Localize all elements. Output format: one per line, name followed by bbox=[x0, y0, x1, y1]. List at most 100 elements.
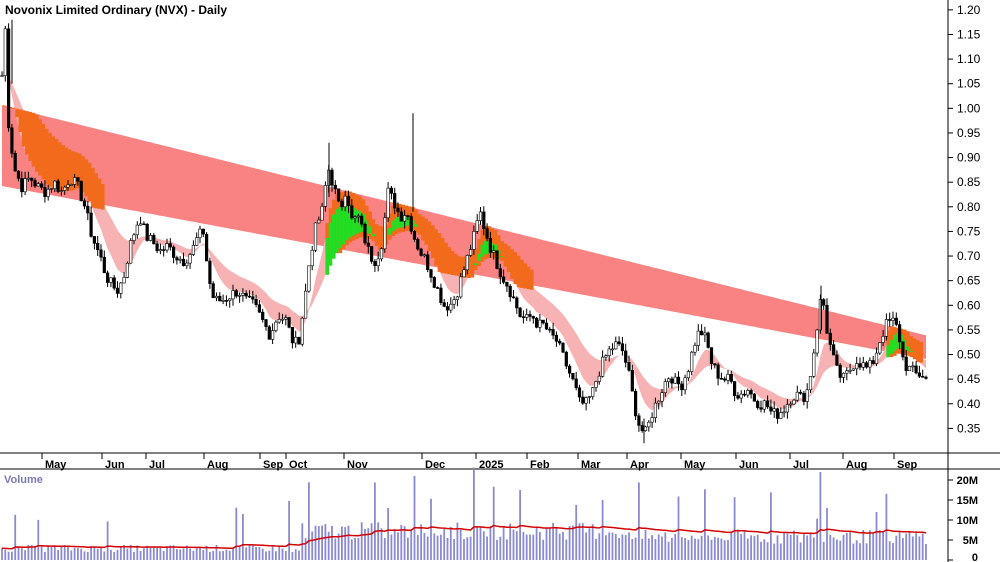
crossover-segment bbox=[15, 108, 19, 118]
candle-body bbox=[666, 378, 671, 382]
candle bbox=[868, 357, 872, 374]
crossover-segment bbox=[44, 128, 49, 185]
candle bbox=[102, 250, 106, 274]
candle bbox=[218, 292, 222, 302]
volume-bar bbox=[189, 548, 191, 560]
volume-bar bbox=[360, 522, 363, 560]
candle-body bbox=[287, 317, 291, 328]
x-tick-label: Sep bbox=[263, 459, 283, 471]
candle-body bbox=[99, 249, 103, 258]
candle bbox=[838, 363, 842, 383]
candle bbox=[666, 377, 671, 388]
crossover-segment bbox=[28, 111, 32, 161]
volume-bar bbox=[819, 472, 822, 560]
candle bbox=[713, 363, 717, 369]
candle bbox=[515, 296, 519, 314]
volume-bar bbox=[443, 529, 446, 560]
volume-bar bbox=[255, 547, 257, 560]
crossover-segment bbox=[101, 184, 105, 210]
candle bbox=[386, 182, 390, 222]
volume-bar bbox=[885, 493, 888, 560]
candle-body bbox=[591, 387, 595, 397]
candle-body bbox=[254, 298, 258, 305]
volume-bar bbox=[572, 525, 574, 560]
volume-bar bbox=[420, 524, 422, 560]
volume-bar bbox=[717, 537, 719, 560]
candle-body bbox=[825, 304, 829, 334]
candle bbox=[172, 245, 176, 264]
volume-bar bbox=[921, 533, 924, 560]
crossover-segment bbox=[909, 336, 914, 357]
candle bbox=[762, 399, 766, 413]
candle bbox=[59, 186, 63, 196]
candle bbox=[201, 228, 205, 238]
y-tick-label: 0.85 bbox=[957, 175, 981, 189]
volume-bar bbox=[67, 546, 69, 560]
crossover-segment bbox=[440, 237, 445, 274]
candle bbox=[310, 246, 314, 271]
candle-body bbox=[690, 351, 694, 372]
candle bbox=[653, 397, 657, 423]
candle-body bbox=[498, 268, 502, 278]
candle-body bbox=[267, 326, 271, 340]
volume-tick-label: 5M bbox=[963, 535, 978, 547]
candle-body bbox=[670, 378, 674, 384]
candle bbox=[175, 255, 179, 265]
volume-bar bbox=[753, 536, 756, 560]
volume-bar bbox=[829, 534, 832, 560]
candle bbox=[732, 381, 737, 402]
candle bbox=[792, 398, 796, 405]
volume-bar bbox=[24, 550, 26, 560]
volume-bar bbox=[301, 523, 304, 560]
candle-body bbox=[647, 421, 651, 428]
volume-bar bbox=[195, 547, 198, 560]
crossover-segment bbox=[513, 252, 518, 285]
candle-body bbox=[637, 415, 641, 426]
volume-bar bbox=[271, 545, 274, 560]
volume-bar bbox=[321, 525, 323, 560]
candle-body bbox=[610, 348, 615, 351]
crossover-segment bbox=[497, 235, 501, 260]
candle-body bbox=[465, 255, 469, 271]
bullish-segment bbox=[473, 263, 478, 265]
candle-body bbox=[525, 314, 529, 318]
volume-bar bbox=[166, 546, 168, 560]
candle bbox=[376, 251, 380, 272]
x-tick-label: Jul bbox=[793, 459, 809, 471]
crossover-segment bbox=[470, 253, 475, 278]
candle bbox=[657, 400, 661, 410]
crossover-segment bbox=[25, 111, 29, 155]
candle bbox=[680, 380, 684, 396]
candle bbox=[188, 252, 192, 269]
candle-body bbox=[818, 299, 822, 331]
bullish-segment bbox=[338, 207, 343, 249]
candle bbox=[13, 150, 17, 172]
candle bbox=[92, 236, 96, 250]
candle-body bbox=[624, 350, 628, 363]
volume-bar bbox=[902, 538, 904, 560]
crossover-segment bbox=[11, 107, 16, 109]
candle bbox=[624, 343, 628, 368]
candle bbox=[884, 313, 888, 341]
candle bbox=[412, 230, 417, 242]
volume-bar bbox=[86, 551, 89, 560]
volume-bar bbox=[7, 551, 10, 560]
volume-bar bbox=[37, 519, 40, 560]
candle bbox=[73, 173, 77, 188]
candle-body bbox=[102, 256, 106, 274]
candle bbox=[554, 331, 558, 347]
volume-bar bbox=[869, 530, 871, 560]
candle bbox=[472, 225, 476, 255]
volume-bar bbox=[486, 536, 488, 560]
candle bbox=[822, 298, 826, 310]
volume-bar bbox=[651, 535, 653, 560]
candle bbox=[445, 302, 450, 317]
x-tick-label: May bbox=[684, 459, 706, 471]
volume-bar bbox=[555, 527, 558, 560]
volume-bar bbox=[106, 521, 109, 560]
candle bbox=[716, 362, 720, 386]
volume-bar bbox=[473, 467, 475, 560]
y-tick-label: 1.20 bbox=[957, 3, 981, 17]
candle-body bbox=[911, 365, 915, 368]
candle-body bbox=[594, 381, 598, 388]
